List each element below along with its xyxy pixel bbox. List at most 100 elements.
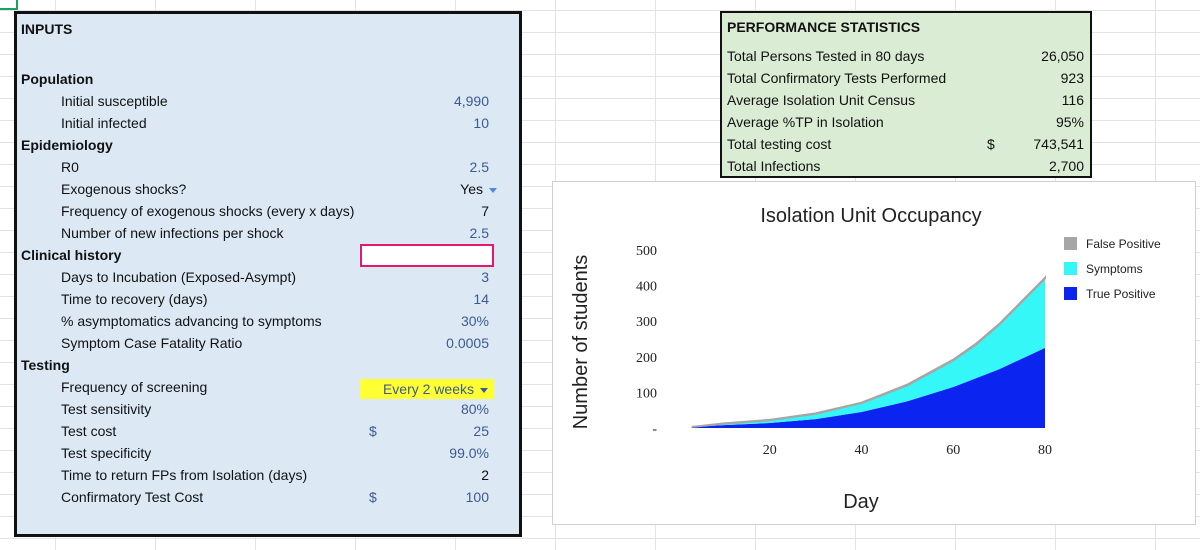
input-row-specificity[interactable]: Test specificity 99.0%	[17, 442, 519, 464]
new-infections-value[interactable]: 2.5	[469, 225, 489, 241]
stat-label: Total testing cost	[727, 136, 832, 152]
legend-label-true-positive: True Positive	[1086, 287, 1156, 301]
r0-value[interactable]: 2.5	[469, 159, 489, 175]
stat-row: Average Isolation Unit Census 116	[722, 89, 1090, 111]
legend-swatch-symptoms	[1064, 262, 1077, 275]
label: Confirmatory Test Cost	[61, 489, 204, 505]
clinical-history-header: Clinical history	[21, 247, 122, 263]
confirmatory-cost-value[interactable]: 100	[465, 489, 489, 505]
population-header: Population	[21, 71, 94, 87]
label: Number of new infections per shock	[61, 225, 284, 241]
currency-symbol: $	[369, 489, 377, 505]
input-row-confirmatory-cost[interactable]: Confirmatory Test Cost $ 100	[17, 486, 519, 508]
stat-row: Total Persons Tested in 80 days 26,050	[722, 45, 1090, 67]
input-row-exogenous-shocks[interactable]: Exogenous shocks? Yes	[17, 178, 519, 200]
input-row-test-cost[interactable]: Test cost $ 25	[17, 420, 519, 442]
screening-frequency-dropdown[interactable]: Every 2 weeks	[360, 379, 494, 399]
legend-label-symptoms: Symptoms	[1086, 262, 1143, 276]
stat-label: Total Infections	[727, 158, 821, 174]
input-row-recovery[interactable]: Time to recovery (days) 14	[17, 288, 519, 310]
label: Frequency of exogenous shocks (every x d…	[61, 203, 355, 219]
inputs-title: INPUTS	[21, 21, 73, 37]
label: Symptom Case Fatality Ratio	[61, 335, 243, 351]
performance-statistics-panel: PERFORMANCE STATISTICS Total Persons Tes…	[720, 11, 1092, 178]
y-tick-label: 500	[636, 244, 657, 259]
y-tick-label: 300	[636, 315, 657, 330]
stat-value: 743,541	[1033, 136, 1084, 152]
input-row-screening-frequency: Frequency of screening	[17, 376, 519, 398]
stat-row: Total testing cost $ 743,541	[722, 133, 1090, 155]
stat-row: Total Confirmatory Tests Performed 923	[722, 67, 1090, 89]
sensitivity-value[interactable]: 80%	[460, 401, 489, 417]
stat-value: 95%	[1055, 114, 1084, 130]
fatality-value[interactable]: 0.0005	[446, 335, 489, 351]
y-tick-label: 400	[636, 280, 657, 295]
initial-infected-value[interactable]: 10	[473, 115, 489, 131]
label: Test sensitivity	[61, 401, 152, 417]
stat-label: Total Persons Tested in 80 days	[727, 48, 925, 64]
stat-label: Total Confirmatory Tests Performed	[727, 70, 947, 86]
inputs-panel: INPUTS Population Initial susceptible 4,…	[14, 11, 522, 537]
input-row-sensitivity[interactable]: Test sensitivity 80%	[17, 398, 519, 420]
y-tick-label: -	[652, 422, 657, 437]
input-row-initial-susceptible[interactable]: Initial susceptible 4,990	[17, 90, 519, 112]
initial-susceptible-value[interactable]: 4,990	[453, 93, 489, 109]
y-axis-label: Number of students	[570, 255, 592, 430]
selected-cell[interactable]	[360, 244, 494, 267]
input-row-fatality[interactable]: Symptom Case Fatality Ratio 0.0005	[17, 332, 519, 354]
testing-header: Testing	[21, 357, 70, 373]
x-tick-label: 60	[946, 443, 960, 458]
dropdown-arrow-icon[interactable]	[489, 187, 497, 193]
input-row-incubation[interactable]: Days to Incubation (Exposed-Asympt) 3	[17, 266, 519, 288]
legend-swatch-true-positive	[1064, 287, 1077, 300]
incubation-value[interactable]: 3	[481, 269, 489, 285]
dropdown-arrow-icon[interactable]	[480, 387, 488, 393]
legend-label-false-positive: False Positive	[1086, 237, 1161, 251]
stat-value: 923	[1060, 70, 1084, 86]
x-tick-label: 20	[763, 443, 777, 458]
input-row-new-infections[interactable]: Number of new infections per shock 2.5	[17, 222, 519, 244]
active-cell-indicator	[0, 0, 18, 10]
return-fps-value[interactable]: 2	[481, 467, 489, 483]
input-row-return-fps[interactable]: Time to return FPs from Isolation (days)…	[17, 464, 519, 486]
isolation-occupancy-chart[interactable]: Isolation Unit Occupancy Day Number of s…	[552, 181, 1196, 525]
input-row-exogenous-frequency[interactable]: Frequency of exogenous shocks (every x d…	[17, 200, 519, 222]
input-row-asymptomatic[interactable]: % asymptomatics advancing to symptoms 30…	[17, 310, 519, 332]
stat-label: Average Isolation Unit Census	[727, 92, 916, 108]
area-true-positive	[691, 347, 1045, 428]
exogenous-shocks-value: Yes	[460, 181, 483, 197]
epidemiology-header: Epidemiology	[21, 137, 113, 153]
test-cost-value[interactable]: 25	[473, 423, 489, 439]
y-tick-label: 100	[636, 386, 657, 401]
chart-title: Isolation Unit Occupancy	[760, 205, 981, 227]
stat-value: 26,050	[1041, 48, 1084, 64]
specificity-value[interactable]: 99.0%	[449, 445, 489, 461]
label: Initial infected	[61, 115, 147, 131]
asymptomatic-value[interactable]: 30%	[460, 313, 489, 329]
exogenous-frequency-value[interactable]: 7	[481, 203, 489, 219]
label: Time to recovery (days)	[61, 291, 208, 307]
label: % asymptomatics advancing to symptoms	[61, 313, 322, 329]
stat-value: 116	[1061, 92, 1084, 108]
area-false-positive	[691, 275, 1046, 428]
currency-symbol: $	[987, 136, 995, 152]
exogenous-shocks-dropdown[interactable]: Yes	[460, 178, 497, 200]
label: Exogenous shocks?	[61, 181, 187, 197]
recovery-value[interactable]: 14	[473, 291, 489, 307]
input-row-r0[interactable]: R0 2.5	[17, 156, 519, 178]
screening-frequency-value: Every 2 weeks	[382, 381, 474, 397]
label: Days to Incubation (Exposed-Asympt)	[61, 269, 296, 285]
label: Time to return FPs from Isolation (days)	[61, 467, 308, 483]
area-symptoms	[691, 278, 1045, 427]
x-axis-label: Day	[843, 491, 879, 513]
stat-row: Total Infections 2,700	[722, 155, 1090, 177]
performance-title: PERFORMANCE STATISTICS	[727, 19, 921, 35]
input-row-initial-infected[interactable]: Initial infected 10	[17, 112, 519, 134]
currency-symbol: $	[369, 423, 377, 439]
label: Initial susceptible	[61, 93, 168, 109]
stat-value: 2,700	[1048, 158, 1084, 174]
y-tick-label: 200	[636, 351, 657, 366]
x-tick-label: 40	[855, 443, 869, 458]
chart-svg: Isolation Unit Occupancy Day Number of s…	[570, 205, 1161, 513]
label: Test specificity	[61, 445, 152, 461]
